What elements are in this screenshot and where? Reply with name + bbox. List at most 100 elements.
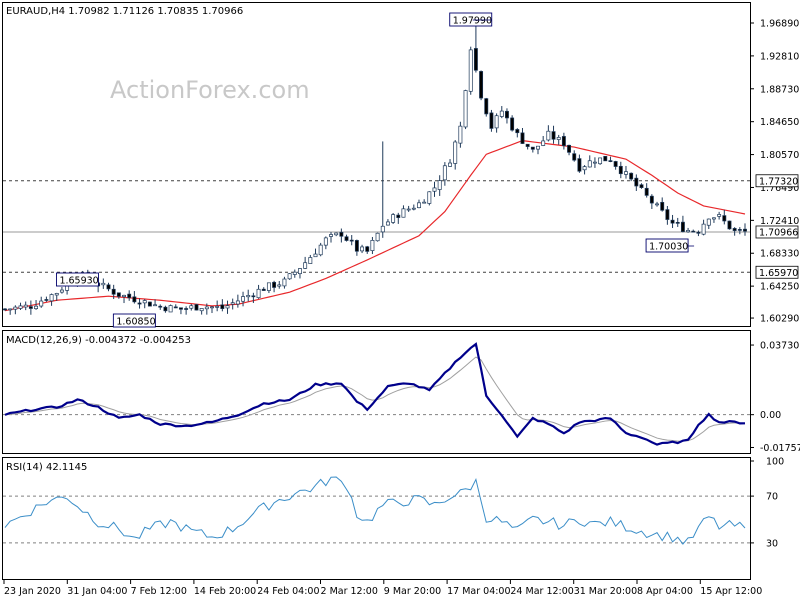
candle-body <box>241 296 245 302</box>
rsi-tick-label: 30 <box>766 538 778 549</box>
candle-body <box>401 208 406 218</box>
level-label: 1.70966 <box>759 227 798 238</box>
price-annotation-box <box>449 12 493 27</box>
candle-body <box>385 221 390 226</box>
candle-body <box>743 228 747 232</box>
candle-body <box>132 296 137 303</box>
candle-body <box>308 257 313 264</box>
candle-body <box>603 155 608 162</box>
candle-body <box>489 112 494 129</box>
macd-plot <box>3 342 750 446</box>
time-tick-label: 15 Apr 12:00 <box>700 586 762 597</box>
macd-panel <box>2 330 751 454</box>
candle-body <box>712 217 716 220</box>
candle-body <box>577 158 582 172</box>
candle-body <box>473 48 478 71</box>
time-tick-label: 24 Feb 04:00 <box>257 586 319 597</box>
candle-body <box>432 187 437 192</box>
candle-body <box>670 219 675 224</box>
price-tick-label: 1.80570 <box>760 150 799 161</box>
rsi-plot <box>3 476 750 545</box>
candle-body <box>163 306 168 312</box>
level-label-box <box>755 174 799 188</box>
time-tick-label: 17 Mar 04:00 <box>447 586 510 597</box>
candle-body <box>639 184 644 188</box>
time-tick-label: 8 Apr 04:00 <box>637 586 693 597</box>
candle-body <box>106 284 111 290</box>
price-tick-label: 1.76490 <box>760 183 799 194</box>
candle-body <box>618 165 623 175</box>
candle-body <box>727 220 732 230</box>
candles <box>3 14 747 315</box>
price-levels <box>3 180 750 273</box>
candle-body <box>370 240 375 251</box>
candle-body <box>587 160 592 168</box>
candle-body <box>613 161 618 167</box>
price-tick-label: 1.88730 <box>760 84 799 95</box>
candle-body <box>54 293 59 296</box>
candle-body <box>313 253 318 258</box>
candle-body <box>194 304 199 311</box>
candle-body <box>686 230 691 233</box>
candle-body <box>266 282 271 291</box>
candle-body <box>39 300 44 307</box>
macd-axis: 0.037301 0.00 -0.017577 <box>750 341 800 454</box>
candle-body <box>520 132 525 144</box>
macd-tick-label: 0.037301 <box>760 341 800 352</box>
candle-body <box>13 306 18 310</box>
level-label-box <box>755 265 799 279</box>
candle-body <box>28 306 33 309</box>
candle-body <box>220 304 225 309</box>
time-tick-label: 24 Mar 12:00 <box>510 586 573 597</box>
candle-body <box>116 292 121 297</box>
candle-body <box>624 171 628 175</box>
candle-body <box>582 166 587 171</box>
candle-body <box>448 162 452 167</box>
price-panel <box>2 2 751 327</box>
candle-body <box>717 214 722 217</box>
candle-body <box>453 141 458 164</box>
rsi-axis: 100 70 30 <box>750 457 784 549</box>
time-tick-label: 2 Mar 12:00 <box>321 586 378 597</box>
candle-body <box>536 145 540 150</box>
candle-body <box>210 306 214 309</box>
candle-body <box>406 208 411 211</box>
candle-body <box>499 110 504 117</box>
price-axis: 1.96890 1.92810 1.88730 1.84650 1.80570 1.764… <box>750 19 799 325</box>
candle-body <box>246 295 251 298</box>
candle-body <box>18 305 23 309</box>
candle-body <box>349 239 354 242</box>
candle-body <box>256 288 261 299</box>
candle-body <box>515 129 520 134</box>
time-axis: 23 Jan 2020 31 Jan 04:00 7 Feb 12:00 14 Feb… <box>3 580 762 597</box>
candle-body <box>122 294 126 298</box>
candle-body <box>396 214 401 218</box>
candle-body <box>59 289 64 293</box>
candle-body <box>344 236 349 241</box>
candle-body <box>272 281 277 288</box>
candle-body <box>505 110 509 119</box>
candle-body <box>23 304 28 308</box>
candle-body <box>442 165 447 181</box>
candle-body <box>360 246 365 252</box>
price-annotation-label: 1.60850 <box>116 317 155 328</box>
candle-body <box>592 161 597 164</box>
price-panel-title: EURAUD,H4 1.70982 1.71126 1.70835 1.7096… <box>6 6 243 17</box>
candle-body <box>437 180 442 190</box>
price-tick-label: 1.96890 <box>760 19 799 30</box>
candle-body <box>298 268 302 275</box>
candle-body <box>173 306 178 309</box>
candle-body <box>572 153 577 161</box>
time-tick-label: 9 Mar 20:00 <box>384 586 441 597</box>
candle-body <box>649 195 654 204</box>
candle-body <box>329 234 333 237</box>
candle-body <box>303 262 308 269</box>
candle-body <box>530 146 535 150</box>
candle-body <box>417 202 421 209</box>
rsi-line <box>4 476 746 545</box>
candle-body <box>354 240 359 252</box>
candle-body <box>230 302 235 305</box>
candle-body <box>561 136 566 147</box>
candle-body <box>147 301 152 307</box>
price-tick-label: 1.60290 <box>760 314 799 325</box>
